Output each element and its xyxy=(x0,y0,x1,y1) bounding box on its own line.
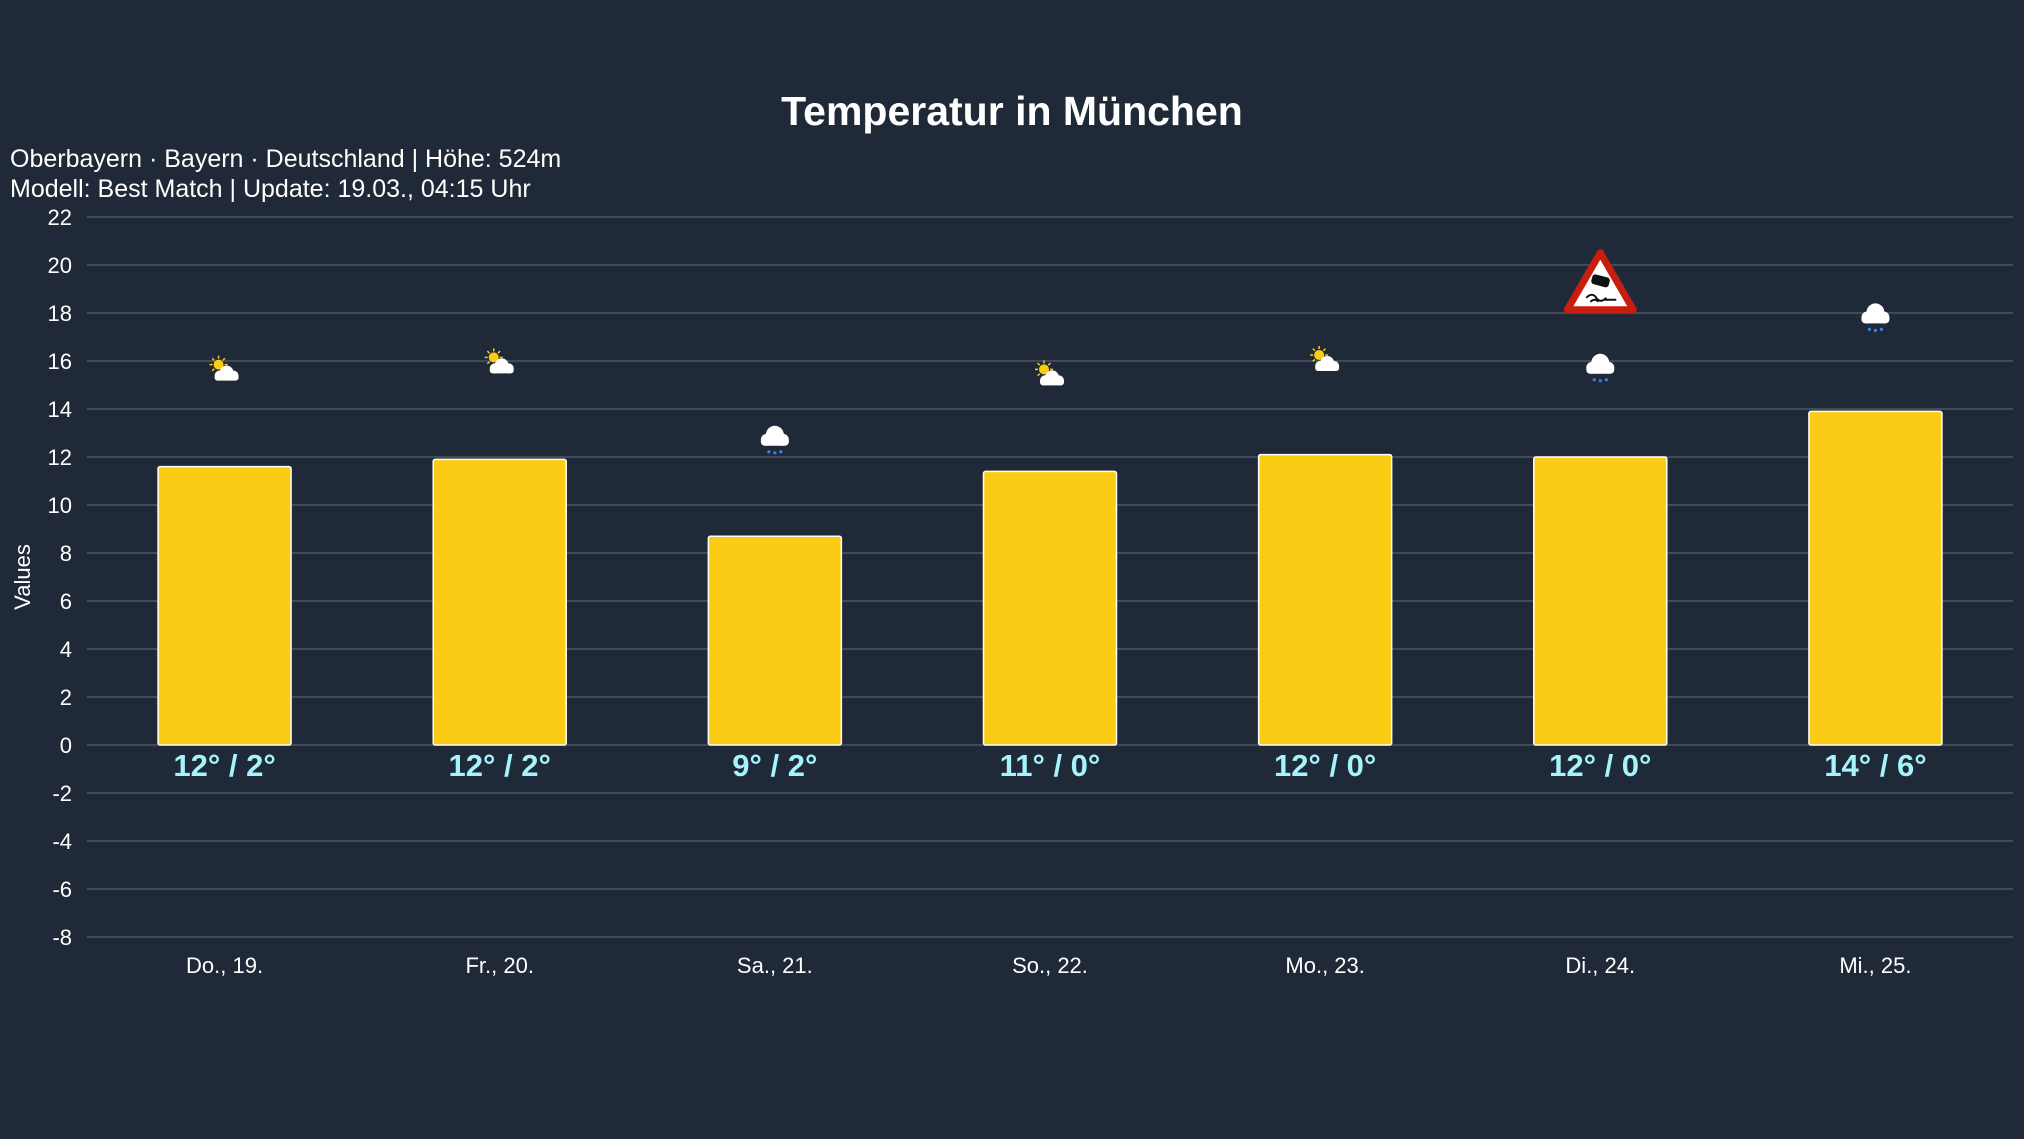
chart-title: Temperatur in München xyxy=(781,88,1243,134)
y-tick-label: 14 xyxy=(48,397,72,422)
bar-value-label: 12° / 0° xyxy=(1274,748,1376,783)
bar-value-label: 14° / 6° xyxy=(1824,748,1926,783)
y-tick-label: 2 xyxy=(60,685,72,710)
y-tick-label: 10 xyxy=(48,493,72,518)
bar-value-label: 11° / 0° xyxy=(1000,748,1101,783)
partly-sunny-icon xyxy=(484,348,514,374)
bar xyxy=(982,470,1118,746)
y-tick-label: 22 xyxy=(48,205,72,230)
x-tick-label: Di., 24. xyxy=(1565,953,1635,978)
bar xyxy=(1533,456,1668,746)
y-tick-label: 18 xyxy=(48,301,72,326)
x-tick-label: Do., 19. xyxy=(186,953,263,978)
partly-sunny-icon xyxy=(209,355,239,381)
partly-sunny-icon xyxy=(1310,346,1340,371)
y-tick-label: 8 xyxy=(60,541,72,566)
y-tick-label: 4 xyxy=(60,637,72,662)
y-tick-label: -6 xyxy=(52,877,72,902)
y-axis-label: Values xyxy=(10,544,35,610)
y-tick-label: 16 xyxy=(48,349,72,374)
y-tick-label: -4 xyxy=(52,829,72,854)
y-tick-label: 0 xyxy=(60,733,72,758)
x-tick-label: Sa., 21. xyxy=(737,953,813,978)
y-tick-label: -8 xyxy=(52,925,72,950)
slippery-road-warning-icon xyxy=(1563,249,1637,314)
cloud-rain-icon xyxy=(1861,303,1890,332)
bar xyxy=(157,465,292,746)
x-tick-label: Mo., 23. xyxy=(1285,953,1364,978)
model-subtitle: Modell: Best Match | Update: 19.03., 04:… xyxy=(10,175,531,203)
y-tick-label: 12 xyxy=(48,445,72,470)
partly-sunny-icon xyxy=(1035,360,1064,386)
y-tick-label: 20 xyxy=(48,253,72,278)
bar xyxy=(707,535,843,746)
bar-value-label: 12° / 0° xyxy=(1549,748,1651,783)
x-tick-label: So., 22. xyxy=(1012,953,1088,978)
bar xyxy=(1257,453,1393,746)
y-tick-label: -2 xyxy=(52,781,72,806)
bar xyxy=(432,458,567,746)
x-tick-label: Fr., 20. xyxy=(465,953,533,978)
y-tick-label: 6 xyxy=(60,589,72,614)
bar-value-label: 12° / 2° xyxy=(449,748,551,783)
bar-value-label: 12° / 2° xyxy=(173,748,275,783)
bar-value-label: 9° / 2° xyxy=(732,748,817,783)
cloud-rain-icon xyxy=(1586,353,1615,383)
location-subtitle: Oberbayern · Bayern · Deutschland | Höhe… xyxy=(10,145,562,173)
bar xyxy=(1808,410,1943,746)
cloud-rain-icon xyxy=(760,425,789,455)
x-tick-label: Mi., 25. xyxy=(1839,953,1911,978)
